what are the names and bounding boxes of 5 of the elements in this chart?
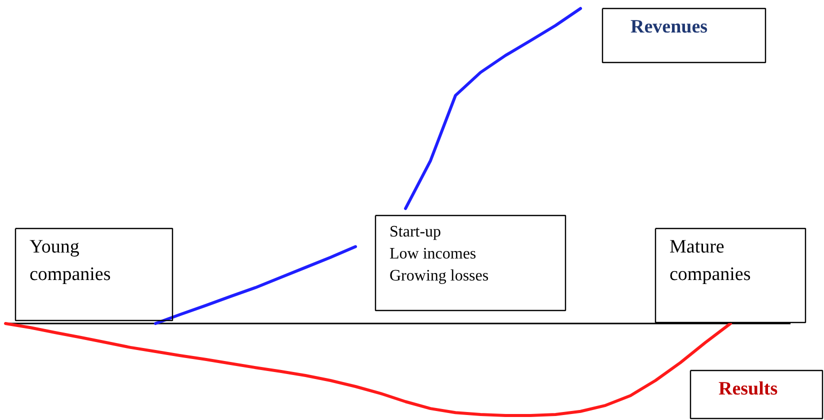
- annotation: Mature companies: [670, 236, 751, 285]
- annotation: Start-up Low incomes Growing losses: [390, 224, 489, 285]
- series-label: Results: [718, 378, 778, 400]
- text: Revenues: [630, 16, 708, 38]
- annotation: Young companies: [30, 236, 111, 285]
